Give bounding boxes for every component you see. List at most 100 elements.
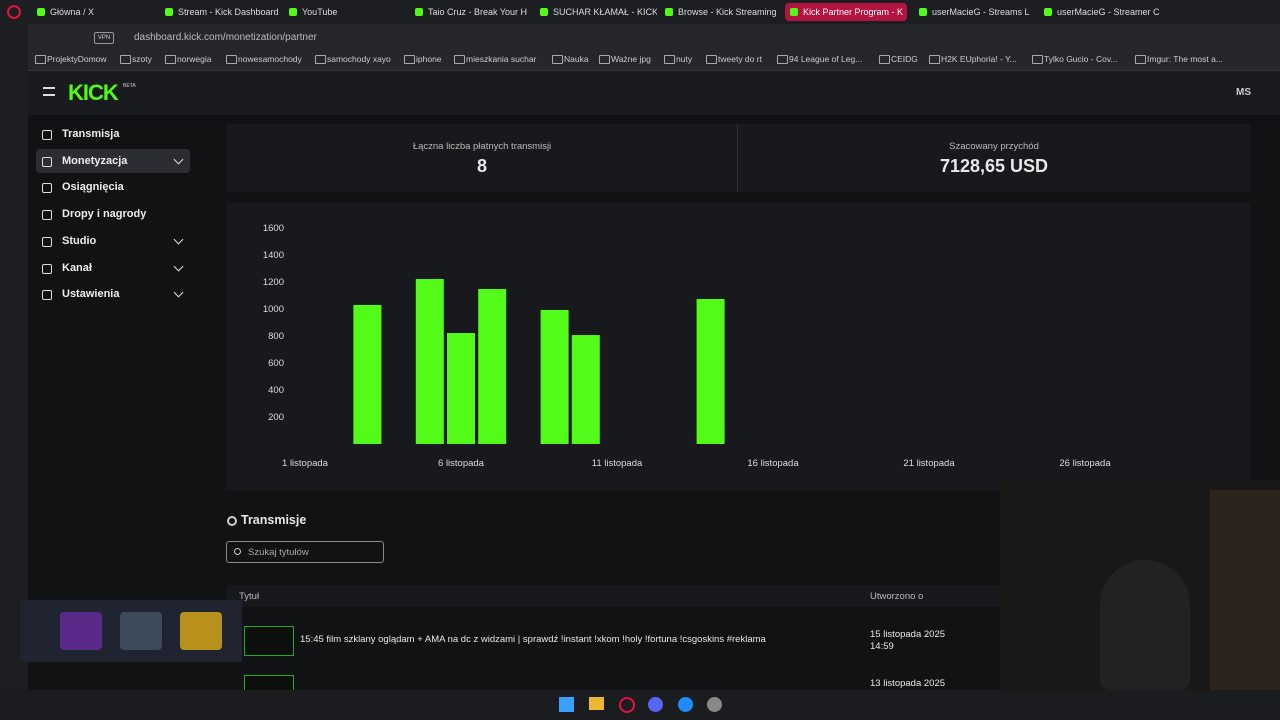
browser-tab[interactable]: userMacieG - Streams L	[914, 3, 1036, 21]
opera-sidebar	[0, 24, 28, 690]
streams-icon	[227, 516, 237, 526]
bookmark[interactable]: tweety do rt	[706, 54, 762, 64]
stat-label: Szacowany przychód	[949, 141, 1039, 152]
taskbar-app[interactable]	[589, 697, 604, 710]
x-tick-label: 11 listopada	[592, 458, 643, 469]
logo-badge: BETA	[123, 83, 136, 89]
bookmark[interactable]: Ważne jpg	[599, 54, 651, 64]
x-tick-label: 26 listopada	[1059, 458, 1111, 469]
taskbar	[0, 690, 1280, 720]
taskbar-app[interactable]	[707, 697, 722, 712]
webcam-person	[1100, 560, 1190, 690]
search-placeholder: Szukaj tytułów	[248, 547, 309, 558]
bar	[447, 333, 475, 444]
browser-tab[interactable]: Główna / X	[32, 3, 154, 21]
y-tick-label: 1600	[263, 223, 284, 234]
bookmark[interactable]: CEIDG	[879, 54, 918, 64]
stream-time: 14:59	[870, 641, 894, 652]
browser-tab[interactable]: Stream - Kick Dashboard	[160, 3, 282, 21]
thumbnail	[244, 626, 294, 656]
logo[interactable]: KICK	[68, 80, 119, 105]
column-header[interactable]: Utworzono o	[870, 591, 924, 602]
y-tick-label: 800	[268, 331, 284, 342]
x-tick-label: 21 listopada	[903, 458, 955, 469]
stat-value: 8	[476, 156, 487, 176]
x-tick-label: 16 listopada	[747, 458, 799, 469]
start-button[interactable]	[559, 697, 574, 712]
bookmark[interactable]: iphone	[404, 54, 442, 64]
browser-tab[interactable]: SUCHAR KŁAMAŁ - KICK	[535, 3, 657, 21]
stat-value: 7128,65 USD	[939, 156, 1049, 176]
taskbar-app[interactable]	[648, 697, 663, 712]
nav-item[interactable]: Dropy i nagrody	[36, 202, 190, 226]
bookmark[interactable]: Tylko Gucio - Cov...	[1032, 54, 1118, 64]
search-box[interactable]	[226, 541, 384, 563]
nav-item[interactable]: Studio	[36, 229, 190, 253]
opera-logo	[7, 5, 21, 19]
x-tick-label: 1 listopada	[282, 458, 329, 469]
skin-item	[180, 612, 222, 650]
y-tick-label: 200	[268, 412, 284, 423]
address-row	[28, 24, 1280, 50]
bookmark[interactable]: Imgur: The most a...	[1135, 54, 1223, 64]
tab-bar	[0, 0, 1280, 24]
browser-tab[interactable]: YouTube	[284, 3, 406, 21]
url[interactable]: dashboard.kick.com/monetization/partner	[134, 32, 317, 43]
taskbar-app[interactable]	[678, 697, 693, 712]
skin-item	[60, 612, 102, 650]
bookmark[interactable]: 94 League of Leg...	[777, 54, 862, 64]
bookmark[interactable]: H2K EUphoria! - Y...	[929, 54, 1017, 64]
search-icon	[234, 548, 241, 555]
table-header	[226, 585, 1006, 607]
nav-item[interactable]: Ustawienia	[36, 282, 190, 306]
bar	[353, 304, 382, 444]
browser-tab[interactable]: Browse - Kick Streaming	[660, 3, 782, 21]
menu-icon[interactable]	[43, 87, 55, 96]
y-tick-label: 1400	[263, 250, 284, 261]
bookmark[interactable]: mieszkania suchar	[454, 54, 536, 64]
nav-item[interactable]: Kanał	[36, 256, 190, 280]
column-header[interactable]: Tytuł	[239, 591, 260, 602]
bookmark[interactable]: Nauka	[552, 54, 589, 64]
nav-item[interactable]: Monetyzacja	[36, 148, 190, 173]
nav-item[interactable]: Osiągnięcia	[36, 175, 190, 199]
y-tick-label: 600	[268, 358, 284, 369]
bookmark[interactable]: norwegia	[165, 54, 212, 64]
stream-date: 13 listopada 2025	[870, 678, 946, 689]
browser-tab[interactable]: userMacieG - Streamer C	[1039, 3, 1161, 21]
bookmarks-row	[28, 50, 1280, 71]
chart-card	[226, 203, 1250, 490]
vpn-badge: VPN	[94, 32, 114, 44]
bar	[696, 299, 725, 444]
bookmark[interactable]: ProjektyDomow	[35, 54, 107, 64]
kick-header	[28, 71, 1280, 115]
stream-title[interactable]: 15:45 film szklany oglądam + AMA na dc z…	[300, 634, 766, 645]
bookmark[interactable]: szoty	[120, 54, 152, 64]
bar	[540, 309, 569, 444]
bar	[571, 335, 600, 444]
y-tick-label: 400	[268, 385, 284, 396]
taskbar-app[interactable]	[619, 697, 635, 713]
stats-divider	[737, 124, 738, 192]
y-tick-label: 1000	[263, 304, 284, 315]
browser-tab[interactable]: Kick Partner Program - K	[785, 3, 907, 21]
stat-label: Łączna liczba płatnych transmisji	[412, 141, 552, 152]
stream-date: 15 listopada 2025	[870, 629, 946, 640]
x-tick-label: 6 listopada	[438, 458, 485, 469]
y-tick-label: 1200	[263, 277, 284, 288]
avatar[interactable]: MS	[1236, 87, 1251, 98]
webcam-shelf	[1210, 490, 1280, 690]
bookmark[interactable]: samochody xayo	[315, 54, 391, 64]
bar	[478, 289, 507, 444]
stats-card	[226, 124, 1250, 192]
skin-item	[120, 612, 162, 650]
bar	[415, 279, 444, 444]
bookmark[interactable]: nuty	[664, 54, 692, 64]
streams-title: Transmisje	[241, 513, 307, 527]
browser-tab[interactable]: Taio Cruz - Break Your H	[410, 3, 532, 21]
nav-item[interactable]: Transmisja	[36, 122, 190, 146]
bookmark[interactable]: nowesamochody	[226, 54, 302, 64]
